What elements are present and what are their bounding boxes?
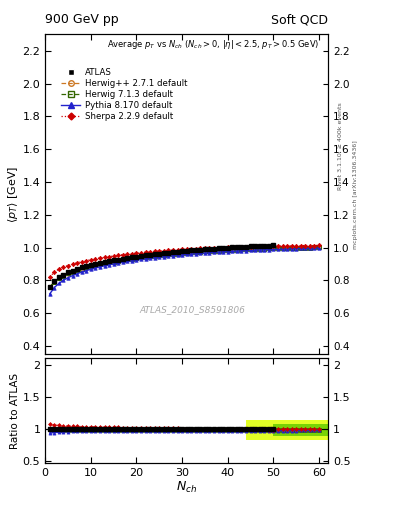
Text: 900 GeV pp: 900 GeV pp [45, 13, 119, 26]
Text: mcplots.cern.ch [arXiv:1306.3436]: mcplots.cern.ch [arXiv:1306.3436] [353, 140, 358, 249]
Text: Rivet 3.1.10, ≥ 400k events: Rivet 3.1.10, ≥ 400k events [338, 102, 342, 190]
Y-axis label: $\langle p_T \rangle$ [GeV]: $\langle p_T \rangle$ [GeV] [6, 166, 20, 223]
Y-axis label: Ratio to ATLAS: Ratio to ATLAS [10, 373, 20, 449]
Text: Average $p_T$ vs $N_{ch}$ ($N_{ch} > 0$, $|\eta| < 2.5$, $p_T > 0.5$ GeV): Average $p_T$ vs $N_{ch}$ ($N_{ch} > 0$,… [107, 37, 320, 51]
Bar [246, 419, 328, 440]
X-axis label: $N_{ch}$: $N_{ch}$ [176, 480, 197, 495]
Text: Soft QCD: Soft QCD [271, 13, 328, 26]
Legend: ATLAS, Herwig++ 2.7.1 default, Herwig 7.1.3 default, Pythia 8.170 default, Sherp: ATLAS, Herwig++ 2.7.1 default, Herwig 7.… [58, 64, 191, 125]
Text: ATLAS_2010_S8591806: ATLAS_2010_S8591806 [140, 305, 245, 314]
Bar [274, 424, 328, 436]
